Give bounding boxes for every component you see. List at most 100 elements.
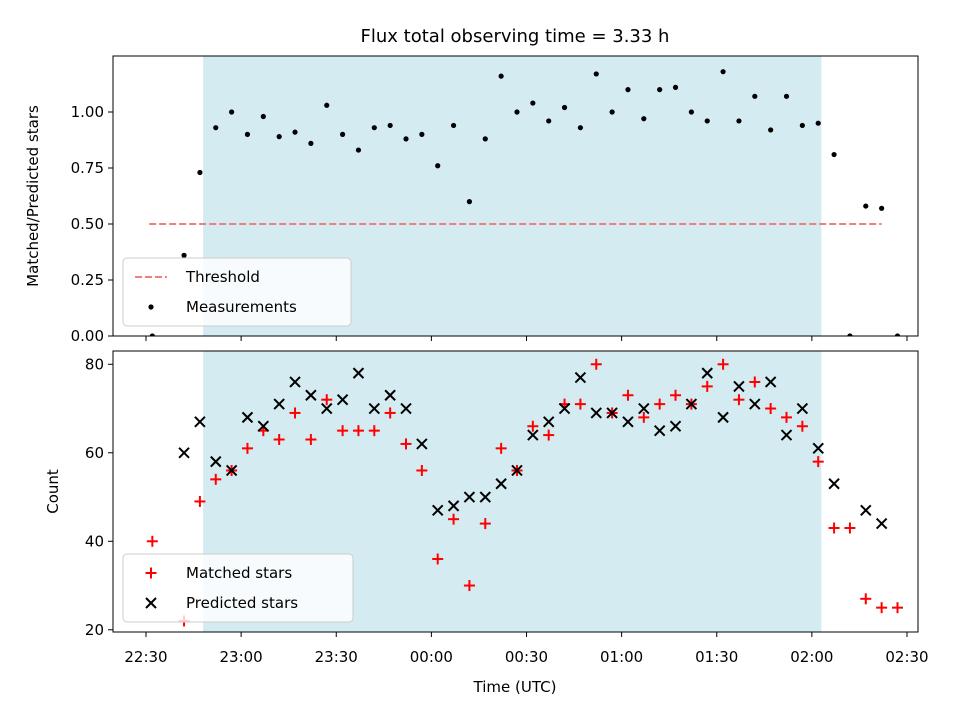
data-point [736,118,742,124]
axes-frame [112,350,919,633]
legend-entry: Measurements [186,298,297,316]
data-point [876,602,888,614]
data-point [764,376,777,388]
data-point [625,87,631,93]
x-tick-label: 00:30 [505,648,548,666]
data-point [432,504,444,517]
data-point [241,442,253,454]
y-axis-label: Count [44,469,62,514]
data-point [733,380,745,393]
data-point [400,402,412,415]
x-tick-label: 01:30 [695,648,738,666]
data-point [543,429,555,441]
data-point [844,522,856,534]
data-point [371,125,377,131]
count-panel: 20 40 60 80 Count Matched stars Predicted star… [44,350,919,639]
x-tick-label: 00:00 [410,648,453,666]
ratio-panel: 0.00 0.25 0.50 0.75 1.00 Matched/Predicted st… [24,55,919,345]
data-point [273,398,285,410]
data-point [321,394,333,406]
data-point [701,367,713,379]
data-point [384,407,396,419]
data-point [146,535,158,547]
data-point [527,429,539,441]
data-point [276,134,282,140]
data-point [213,125,219,131]
data-point [863,203,869,209]
data-point [879,205,885,211]
data-point [780,429,793,441]
y-tick-label: 20 [85,621,104,639]
data-point [339,131,346,137]
legend-entry: Threshold [185,268,260,286]
data-point [463,491,476,503]
data-point [273,434,285,446]
y-tick-label: 0.25 [71,271,104,289]
data-point [244,131,251,137]
data-point [257,420,270,432]
data-point [812,442,824,455]
data-point [495,442,507,454]
data-point [894,333,901,336]
y-tick-label: 1.00 [71,103,104,121]
data-point [355,147,362,153]
series-x [178,367,888,530]
data-point [590,358,602,370]
data-point [210,455,222,468]
data-point [479,518,491,530]
data-point [701,380,713,392]
legend: Threshold Measurements [122,257,352,327]
data-point [860,593,872,605]
data-point [530,100,536,106]
data-point [812,456,824,468]
data-point [574,371,587,384]
data-point [289,407,301,419]
data-point [847,333,853,336]
data-point [749,376,761,388]
legend-entry: Matched stars [186,564,292,582]
data-point [799,122,805,129]
data-point [577,125,584,131]
legend-entry: Predicted stars [186,594,298,612]
x-axis-label: Time (UTC) [473,678,557,696]
data-point [368,425,380,437]
x-tick-label: 02:30 [885,648,928,666]
data-point [305,389,317,401]
data-point [352,425,364,437]
data-point [752,93,758,99]
series-plus [146,358,903,627]
data-point [403,136,409,142]
data-point [337,425,349,437]
data-point [352,367,365,379]
x-tick-label: 01:00 [600,648,643,666]
data-point [783,93,790,99]
data-point [669,420,682,432]
y-tick-label: 60 [85,444,104,462]
data-point [641,116,647,122]
data-point [387,122,393,129]
data-point [416,464,428,476]
data-point [653,424,666,437]
data-point [558,402,571,415]
data-point [685,398,698,410]
data-point [308,140,314,146]
data-point [305,434,317,446]
data-point [432,553,444,565]
y-tick-label: 40 [85,532,104,550]
data-point [368,402,381,415]
data-point [875,517,888,530]
data-point [400,438,412,450]
axes-frame [112,55,919,337]
data-point [181,252,187,258]
series-dot [149,69,901,336]
legend-marker-swatch [145,597,157,609]
data-point [831,151,837,158]
legend-marker-swatch [145,567,157,579]
data-point [768,127,774,133]
data-point [860,504,872,517]
data-point [149,333,155,336]
data-point [717,411,729,424]
data-point [828,478,840,490]
data-point [609,109,615,115]
